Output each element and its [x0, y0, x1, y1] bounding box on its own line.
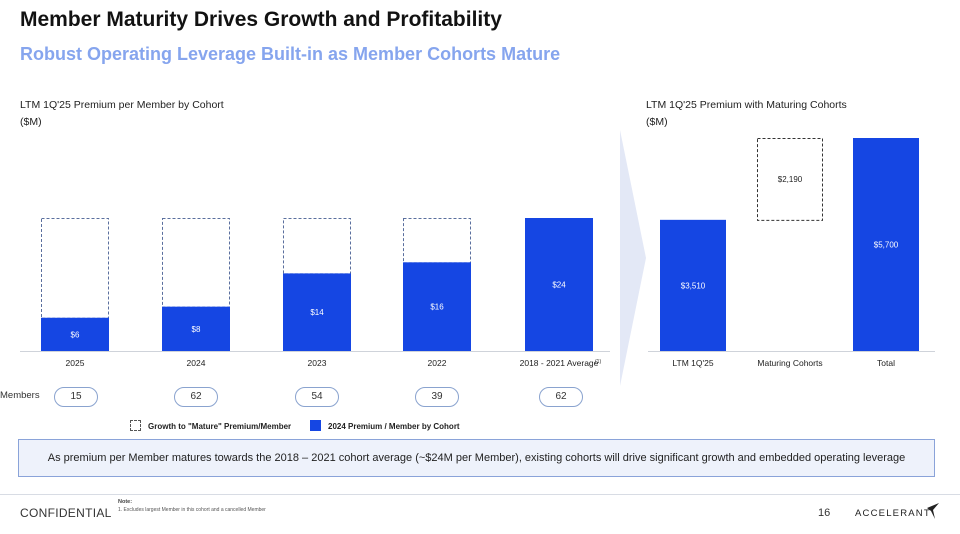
legend-swatch-premium [310, 420, 321, 431]
confidential-label: CONFIDENTIAL [20, 506, 112, 520]
premium-bar-2023 [283, 273, 351, 351]
footer-divider [0, 494, 960, 495]
data-label-total: $5,700 [874, 241, 899, 250]
page-subtitle: Robust Operating Leverage Built-in as Me… [20, 44, 561, 64]
legend-label-premium: 2024 Premium / Member by Cohort [328, 422, 460, 431]
members-count-2025: 15 [54, 387, 98, 407]
growth-bar-2024 [162, 218, 230, 308]
right-chart-title: LTM 1Q'25 Premium with Maturing Cohorts [646, 99, 847, 111]
footnote-marker: (1) [595, 359, 601, 365]
data-label-ltm-1q-25: $3,510 [681, 281, 706, 290]
left-chart-title: LTM 1Q'25 Premium per Member by Cohort [20, 99, 224, 111]
legend-label-growth: Growth to "Mature" Premium/Member [148, 422, 292, 431]
bar-maturing-cohorts [757, 138, 823, 221]
note-title: Note: [118, 499, 133, 505]
data-label-2022: $16 [430, 303, 444, 312]
brand-logo-text: ACCELERANT [855, 508, 931, 519]
note-text: 1. Excludes largest Member in this cohor… [118, 507, 266, 513]
page-number: 16 [818, 507, 831, 519]
left-chart: $6 2025 $8 2024 $14 2023 $16 2022 $24 2018 - 2021… [20, 218, 610, 368]
tick-label-ltm-1q-25: LTM 1Q'25 [672, 358, 713, 368]
data-label-2023: $14 [310, 308, 324, 317]
right-chart-title-block: LTM 1Q'25 Premium with Maturing Cohorts … [646, 97, 847, 131]
bar-total [853, 138, 919, 351]
bar-ltm-1q-25 [660, 219, 726, 351]
tick-label-2018-2021-average: 2018 - 2021 Average [520, 358, 599, 368]
right-chart: $3,510 LTM 1Q'25 $2,190 Maturing Cohorts $5,… [648, 138, 935, 368]
tick-label-2025: 2025 [66, 358, 85, 368]
members-count-2023: 54 [295, 387, 339, 407]
tick-label-maturing-cohorts: Maturing Cohorts [757, 358, 822, 368]
data-label-2025: $6 [71, 330, 80, 339]
premium-bar-2018-2021-average [525, 218, 593, 351]
data-label-2024: $8 [192, 325, 201, 334]
premium-bar-2025 [41, 317, 109, 351]
members-count-2022: 39 [415, 387, 459, 407]
members-label: Members [0, 390, 40, 401]
growth-bar-2022 [403, 218, 471, 264]
members-count-2024: 62 [174, 387, 218, 407]
tick-label-total: Total [877, 358, 895, 368]
tick-label-2023: 2023 [308, 358, 327, 368]
right-chart-unit: ($M) [646, 116, 668, 128]
tick-label-2024: 2024 [187, 358, 206, 368]
page-title: Member Maturity Drives Growth and Profit… [20, 8, 502, 31]
tick-label-2022: 2022 [428, 358, 447, 368]
callout-box: As premium per Member matures towards th… [18, 439, 935, 477]
data-label-2018-2021-average: $24 [552, 281, 566, 290]
left-chart-unit: ($M) [20, 116, 42, 128]
members-count-2018-2021: 62 [539, 387, 583, 407]
legend-swatch-growth [130, 420, 141, 431]
premium-bar-2022 [403, 262, 471, 351]
left-chart-title-block: LTM 1Q'25 Premium per Member by Cohort (… [20, 97, 224, 131]
data-label-maturing-cohorts: $2,190 [778, 175, 803, 184]
brand-bird-icon [927, 503, 939, 519]
premium-bar-2024 [162, 306, 230, 351]
